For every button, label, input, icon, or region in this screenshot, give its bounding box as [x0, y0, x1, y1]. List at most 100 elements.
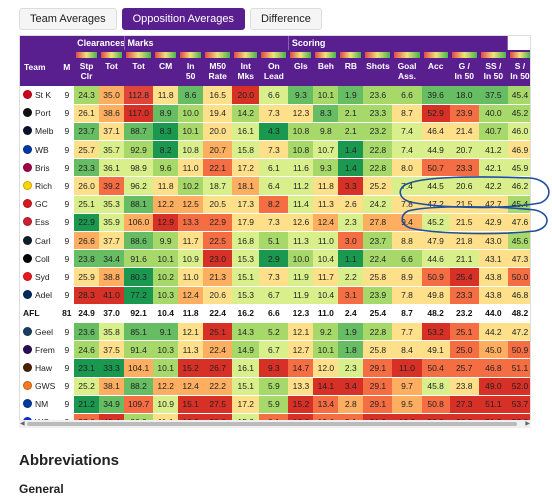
column-label: S / [514, 61, 526, 71]
stat-cell: 7.8 [392, 195, 422, 214]
stat-cell: 9.3 [259, 358, 289, 378]
column-label: Shots [366, 61, 390, 71]
column-header-cell[interactable]: Int Mks [232, 50, 260, 86]
column-header-cell[interactable]: SS / In 50 [478, 50, 508, 86]
stat-cell: 25.1 [74, 195, 100, 214]
stat-cell: 37.0 [99, 304, 125, 323]
scroll-left-icon[interactable]: ◀ [20, 421, 25, 427]
team-cell: Geel [20, 322, 60, 342]
stat-cell: 10.3 [153, 340, 179, 360]
stat-cell: 44.2 [478, 322, 508, 342]
team-logo-icon [23, 290, 32, 300]
stat-cell: 11.7 [178, 231, 204, 251]
stat-cell: 12.3 [288, 304, 314, 323]
stat-cell: 1.9 [338, 86, 364, 105]
stat-cell: 39.2 [99, 176, 125, 196]
tab-difference[interactable]: Difference [249, 8, 322, 30]
stat-cell: 38.6 [99, 104, 125, 123]
column-header-cell[interactable]: Stp Clr [74, 50, 100, 86]
stat-cell: 8.2 [153, 140, 179, 160]
stat-cell: 91.6 [124, 249, 154, 269]
column-header-cell[interactable]: In 50 [178, 50, 204, 86]
scrollbar-thumb[interactable] [27, 422, 517, 426]
stat-cell: 22.9 [203, 213, 233, 233]
stat-cell: 7.4 [392, 176, 422, 196]
column-header-cell[interactable]: M [59, 50, 75, 86]
stat-cell: 12.0 [313, 358, 339, 378]
stat-cell: 9.3 [313, 158, 339, 178]
column-header-cell[interactable]: S / In 50 [507, 50, 530, 86]
stat-cell: 29.1 [363, 395, 393, 414]
stat-cell: 47.2 [507, 322, 530, 342]
stats-table-container[interactable]: Clearances Marks Scoring Team M Stp Clr Tot Tot… [19, 35, 531, 428]
team-cell: Haw [20, 358, 60, 378]
stat-cell: 41.0 [99, 286, 125, 305]
stat-cell: 44.0 [478, 304, 508, 323]
column-header-cell[interactable]: Beh [313, 50, 339, 86]
stat-cell: 20.6 [449, 176, 479, 196]
team-cell: Coll [20, 249, 60, 269]
column-header-cell[interactable]: Team [20, 50, 60, 86]
stat-cell: 15.1 [232, 377, 260, 396]
stat-cell: 26.1 [74, 104, 100, 123]
stat-cell: 9.2 [313, 322, 339, 342]
column-header-cell[interactable]: Acc [421, 50, 450, 86]
stat-cell: 8.9 [392, 267, 422, 287]
scroll-right-icon[interactable]: ▶ [525, 421, 530, 427]
column-header-cell[interactable]: M50 Rate [203, 50, 233, 86]
stat-cell: 10.9 [178, 249, 204, 269]
stat-cell: 9.7 [392, 377, 422, 396]
stat-cell: 24.6 [74, 340, 100, 360]
column-header-cell[interactable]: Tot [124, 50, 154, 86]
stat-cell: 22.8 [363, 322, 393, 342]
column-label: M [63, 62, 71, 72]
matches-cell: 9 [59, 322, 75, 342]
column-label: Stp [79, 61, 94, 71]
column-header-cell[interactable]: RB [338, 50, 364, 86]
tab-team-averages[interactable]: Team Averages [19, 8, 117, 30]
table-row: Melb 9 23.7 37.1 88.7 8.3 10.1 20.0 16.1 4.3 10.8 9… [20, 122, 530, 142]
column-header-cell[interactable]: Tot [99, 50, 125, 86]
team-cell: WB [20, 140, 60, 160]
stat-cell: 9.9 [153, 231, 179, 251]
column-header-cell[interactable]: G / In 50 [449, 50, 479, 86]
stat-cell: 20.0 [232, 86, 260, 105]
stat-cell: 20.6 [203, 286, 233, 305]
stat-cell: 25.7 [74, 140, 100, 160]
column-sublabel: In 50 [510, 71, 530, 81]
color-scale-bar [315, 52, 337, 58]
stat-cell: 6.6 [392, 249, 422, 269]
stat-cell: 24.2 [363, 195, 393, 214]
stat-cell: 7.4 [392, 122, 422, 142]
stat-cell: 11.8 [153, 86, 179, 105]
tab-opposition-averages[interactable]: Opposition Averages [121, 8, 245, 30]
column-header-cell[interactable]: CM [153, 50, 179, 86]
stat-cell: 35.8 [99, 322, 125, 342]
team-name: AFL [23, 308, 40, 319]
stat-cell: 98.9 [124, 158, 154, 178]
stat-cell: 7.3 [259, 140, 289, 160]
stat-cell: 12.7 [288, 340, 314, 360]
stat-cell: 11.6 [288, 158, 314, 178]
stat-cell: 45.0 [478, 340, 508, 360]
column-header-cell[interactable]: Gls [288, 50, 314, 86]
general-heading: General [19, 482, 64, 496]
column-header-cell[interactable]: On Lead [259, 50, 289, 86]
stat-cell: 1.9 [338, 322, 364, 342]
stat-cell: 26.6 [74, 231, 100, 251]
stat-cell: 1.8 [338, 340, 364, 360]
horizontal-scrollbar[interactable]: ◀ ▶ [19, 420, 531, 428]
table-row: Adel 9 28.3 41.0 77.2 10.3 12.4 20.6 15.3 6.7 11.9… [20, 286, 530, 305]
stat-cell: 53.7 [507, 395, 530, 414]
column-header-cell[interactable]: Shots [363, 50, 393, 86]
stat-cell: 23.2 [363, 122, 393, 142]
team-cell: Port [20, 104, 60, 123]
stat-cell: 15.8 [232, 140, 260, 160]
stat-cell: 9.5 [392, 395, 422, 414]
column-header-cell[interactable]: Goal Ass. [392, 50, 422, 86]
stat-cell: 8.0 [392, 158, 422, 178]
column-group-header: Clearances Marks Scoring [20, 36, 530, 50]
stat-cell: 21.2 [74, 395, 100, 414]
stat-cell: 117.0 [124, 104, 154, 123]
team-name: Haw [35, 362, 53, 373]
